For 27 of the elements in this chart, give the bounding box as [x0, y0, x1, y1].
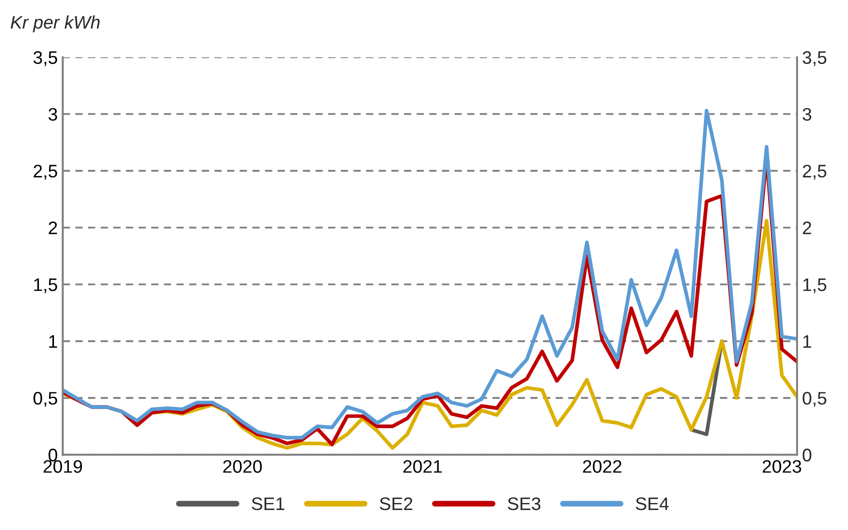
y2-tick-label: 3: [802, 108, 812, 121]
y2-tick-label: 2,5: [802, 164, 826, 180]
y2-tick-label: 0,5: [802, 392, 826, 407]
y-tick-label: 2,5: [34, 164, 58, 180]
y-axis-title: Kr per kWh: [10, 15, 100, 32]
y2-tick-label: 1: [803, 335, 812, 348]
y-tick-label: 1,5: [34, 278, 58, 294]
x-tick-label: 2021: [403, 460, 442, 473]
line-series: [62, 108, 798, 440]
y2-tick-label: 1,5: [803, 278, 826, 294]
y-tick-label: 3: [48, 108, 58, 121]
legend-label: SE2: [380, 497, 412, 510]
y-tick-label: 1: [49, 335, 58, 348]
y-tick-label: 0,5: [34, 392, 58, 407]
x-tick-label: 2019: [44, 460, 82, 473]
y-tick-label: 0: [48, 448, 58, 462]
legend-label: SE4: [636, 497, 669, 510]
y2-tick-label: 2: [802, 222, 812, 234]
x-tick-label: 2022: [583, 460, 622, 473]
x-tick-label: 2023: [762, 460, 802, 473]
x-tick-label: 2020: [223, 460, 262, 473]
y2-tick-label: 3,5: [802, 51, 826, 66]
y2-tick-label: 0: [802, 448, 812, 462]
y-tick-label: 2: [48, 222, 57, 234]
y-tick-label: 3,5: [33, 51, 58, 66]
legend-label: SE1: [252, 497, 284, 510]
legend-label: SE3: [508, 497, 540, 510]
